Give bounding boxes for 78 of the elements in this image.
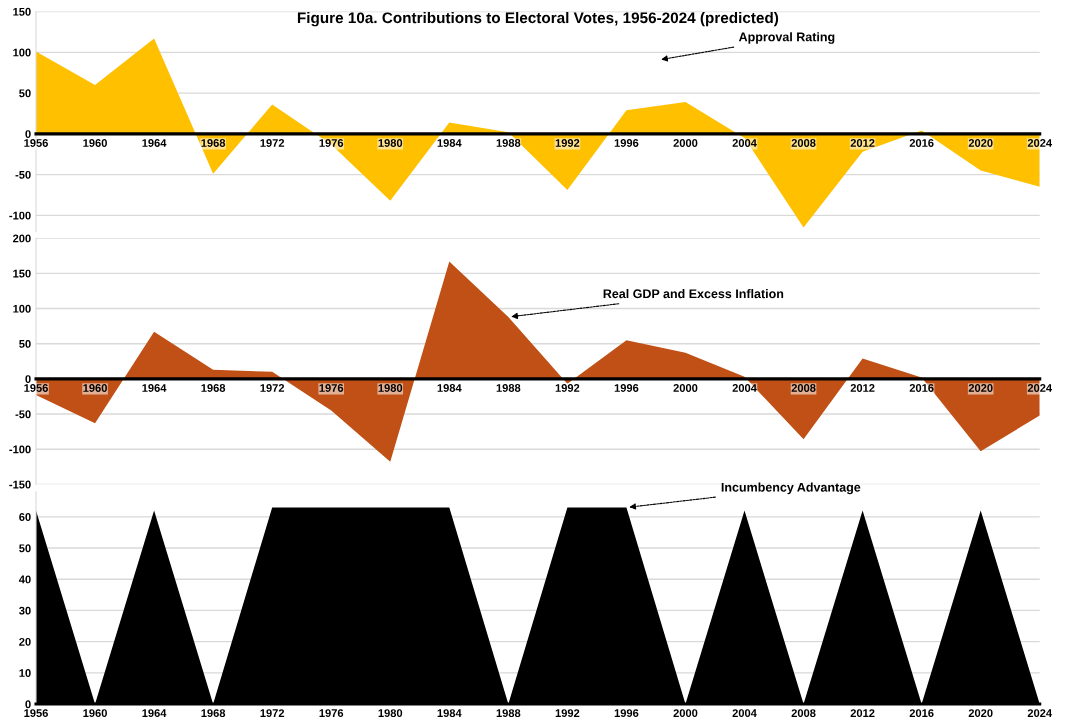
x-tick-label: 1956 <box>24 384 48 392</box>
x-tick-label: 2020 <box>968 709 993 718</box>
y-tick-label: -100 <box>9 211 31 220</box>
x-tick-label: 1988 <box>496 139 521 147</box>
x-tick-label: 1988 <box>496 709 521 718</box>
x-tick-label: 1956 <box>24 139 48 147</box>
y-tick-label: 60 <box>19 513 31 521</box>
y-tick-label: 100 <box>13 48 31 57</box>
annotation: Incumbency Advantage <box>721 482 861 495</box>
chart-title: Figure 10a. Contributions to Electoral Votes, 1956-2024 (predicted) <box>297 11 779 27</box>
y-tick-label: 50 <box>19 339 31 348</box>
y-tick-label: 150 <box>13 269 31 278</box>
y-tick-label: 20 <box>19 637 31 646</box>
x-tick-label: 1980 <box>378 139 403 147</box>
y-tick-label: 0 <box>25 700 31 709</box>
x-tick-label: 1960 <box>83 139 107 147</box>
x-tick-label: 2020 <box>968 139 993 147</box>
x-tick-label: 1960 <box>83 709 107 718</box>
y-tick-label: 50 <box>19 89 31 98</box>
x-tick-label: 2008 <box>791 139 816 147</box>
y-tick-label: 40 <box>18 575 31 584</box>
x-tick-label: 2000 <box>673 384 698 392</box>
x-tick-label: 1972 <box>260 709 285 718</box>
x-tick-label: 2000 <box>673 139 698 147</box>
y-tick-label: -100 <box>9 445 31 454</box>
x-tick-label: 1984 <box>437 384 462 392</box>
x-tick-label: 1968 <box>201 139 226 147</box>
x-tick-label: 1980 <box>378 384 403 392</box>
x-tick-label: 1984 <box>437 139 462 147</box>
x-tick-label: 1980 <box>378 709 403 718</box>
x-tick-label: 1968 <box>201 384 226 392</box>
y-tick-label: -50 <box>15 410 31 419</box>
x-tick-label: 2024 <box>1027 384 1053 392</box>
x-tick-label: 2024 <box>1027 139 1053 147</box>
x-tick-label: 1964 <box>142 709 167 718</box>
x-tick-label: 2024 <box>1027 709 1053 718</box>
x-tick-label: 2008 <box>791 709 816 718</box>
y-tick-label: 150 <box>13 7 31 16</box>
x-tick-label: 1964 <box>142 139 167 147</box>
x-tick-label: 1996 <box>614 139 639 147</box>
annotation: Approval Rating <box>738 32 835 44</box>
y-tick-label: 200 <box>12 234 31 243</box>
x-tick-label: 1992 <box>555 384 580 392</box>
x-tick-label: 2008 <box>791 384 816 392</box>
x-tick-label: 2016 <box>909 709 934 718</box>
x-tick-label: 1996 <box>614 384 639 392</box>
x-tick-label: 2012 <box>850 139 875 147</box>
x-tick-label: 2004 <box>732 709 757 718</box>
x-tick-label: 1960 <box>83 384 107 392</box>
x-tick-label: 2012 <box>850 709 875 718</box>
x-tick-label: 1968 <box>201 709 226 718</box>
annotation: Real GDP and Excess Inflation <box>603 288 784 299</box>
y-tick-label: 100 <box>13 304 31 313</box>
y-tick-label: 50 <box>19 544 31 553</box>
x-tick-label: 2004 <box>732 384 757 392</box>
x-tick-label: 1988 <box>496 384 521 392</box>
y-tick-label: 0 <box>25 375 31 383</box>
x-tick-label: 1972 <box>260 384 285 392</box>
x-tick-label: 2012 <box>850 384 875 392</box>
x-tick-label: 1976 <box>319 384 344 392</box>
y-tick-label: 0 <box>25 130 31 138</box>
x-tick-label: 1972 <box>260 139 285 147</box>
x-tick-label: 2004 <box>732 139 757 147</box>
y-tick-label: 30 <box>19 606 31 615</box>
x-tick-label: 2000 <box>673 709 698 718</box>
y-tick-label: -50 <box>15 170 31 179</box>
x-tick-label: 2020 <box>968 384 993 392</box>
x-tick-label: 1956 <box>24 709 48 718</box>
x-tick-label: 1992 <box>555 709 580 718</box>
x-tick-label: 1964 <box>142 384 167 392</box>
x-tick-label: 1984 <box>437 709 462 718</box>
y-tick-label: 10 <box>19 669 31 677</box>
x-tick-label: 1976 <box>319 709 344 718</box>
x-tick-label: 2016 <box>909 384 934 392</box>
x-tick-label: 1992 <box>555 139 580 147</box>
x-tick-label: 1996 <box>614 709 639 718</box>
y-tick-label: -150 <box>9 480 31 489</box>
x-tick-label: 2016 <box>909 139 934 147</box>
